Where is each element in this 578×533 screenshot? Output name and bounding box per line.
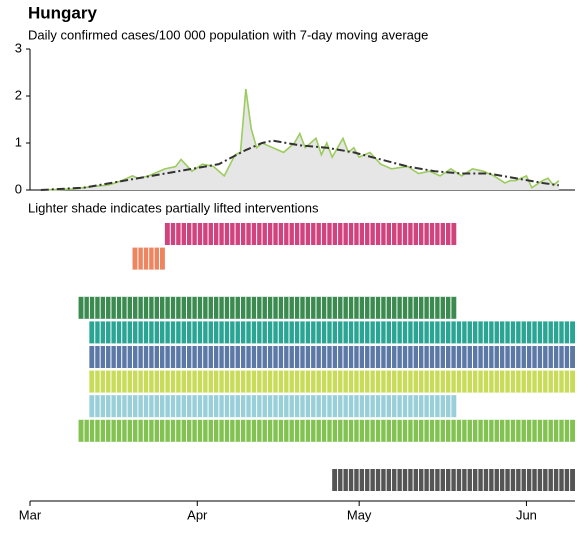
- area: [40, 88, 559, 190]
- y-tick-label: 3: [15, 40, 22, 55]
- chart-subtitle: Daily confirmed cases/100 000 population…: [28, 27, 428, 42]
- chart-title: Hungary: [28, 3, 98, 22]
- x-tick-label: Mar: [19, 507, 42, 522]
- y-tick-label: 1: [15, 134, 22, 149]
- intervention-bar: [332, 469, 575, 491]
- daily-line: [40, 88, 560, 191]
- note: Lighter shade indicates partially lifted…: [28, 200, 319, 215]
- moving-average: [40, 139, 559, 191]
- x-tick-label: Jun: [516, 507, 537, 522]
- x-tick-label: Apr: [187, 507, 208, 522]
- y-tick-label: 2: [15, 87, 22, 102]
- y-tick-label: 0: [15, 181, 22, 196]
- x-tick-label: May: [347, 507, 372, 522]
